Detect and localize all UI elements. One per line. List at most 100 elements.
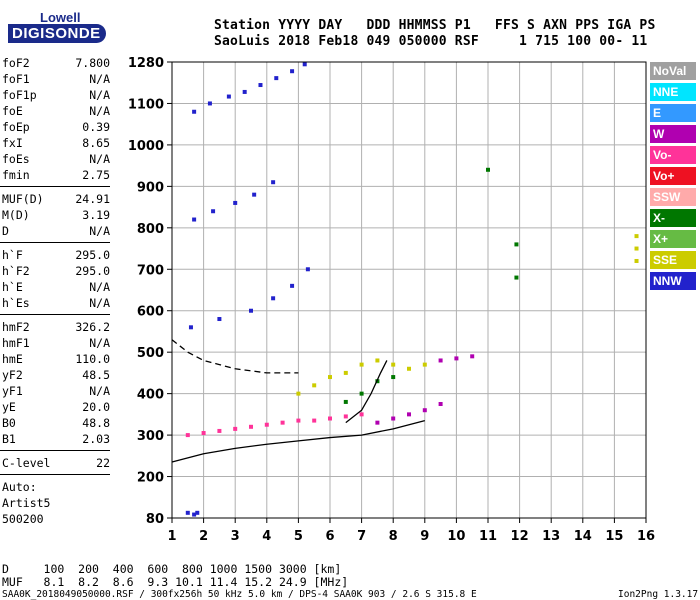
param-row: foEp 0.39 <box>2 120 110 134</box>
param-label: yF1 <box>2 384 23 398</box>
param-label: B0 <box>2 416 16 430</box>
autoscale-code: 500200 <box>2 512 44 526</box>
param-row: fmin 2.75 <box>2 168 110 182</box>
y-tick-label: 900 <box>137 180 164 195</box>
legend-item-sse: SSE <box>650 251 696 269</box>
param-row: h`Es N/A <box>2 296 110 310</box>
param-value: 295.0 <box>75 264 110 278</box>
param-value: 24.91 <box>75 192 110 206</box>
param-label: foF1p <box>2 88 37 102</box>
param-label: hmF2 <box>2 320 30 334</box>
param-value: 2.03 <box>82 432 110 446</box>
data-point <box>422 362 427 367</box>
x-tick-label: 6 <box>325 529 334 544</box>
param-label: foE <box>2 104 23 118</box>
x-tick-label: 2 <box>199 529 208 544</box>
data-point <box>233 426 238 431</box>
param-value: 22 <box>96 456 110 470</box>
param-row: hmE 110.0 <box>2 352 110 366</box>
data-point <box>207 101 212 106</box>
data-point <box>391 375 396 380</box>
data-point <box>634 234 639 239</box>
param-label: yE <box>2 400 16 414</box>
data-point <box>391 362 396 367</box>
param-row: MUF(D) 24.91 <box>2 192 110 206</box>
header-row-1: Station YYYY DAY DDD HHMMSS P1 FFS S AXN… <box>214 18 656 33</box>
param-row: foE N/A <box>2 104 110 118</box>
autoscale-label: Auto: <box>2 480 37 494</box>
param-label: hmF1 <box>2 336 30 350</box>
footer-version: Ion2Png 1.3.17 <box>618 589 699 600</box>
param-value: N/A <box>89 336 110 350</box>
param-value: N/A <box>89 384 110 398</box>
data-point <box>514 242 519 247</box>
param-row: C-level 22 <box>2 456 110 470</box>
data-point <box>271 296 276 301</box>
profile-curve <box>171 419 425 463</box>
data-point <box>296 391 301 396</box>
chart-ticks: 1 2 3 4 5 6 7 8 9 10 11 12 13 14 15 1680200300400500600… <box>128 56 655 544</box>
param-label: B1 <box>2 432 16 446</box>
header-row-2: SaoLuis 2018 Feb18 049 050000 RSF 1 715 … <box>214 34 648 49</box>
data-point <box>375 420 380 425</box>
param-label: fmin <box>2 168 30 182</box>
chart-points <box>185 62 639 517</box>
x-tick-label: 10 <box>447 529 465 544</box>
data-point <box>391 416 396 421</box>
y-tick-label: 600 <box>137 305 164 320</box>
legend-item-vo-minus: Vo- <box>650 146 696 164</box>
data-point <box>343 399 348 404</box>
legend-item-w: W <box>650 125 696 143</box>
param-value: 7.800 <box>75 56 110 70</box>
param-row: B0 48.8 <box>2 416 110 430</box>
param-label: h`Es <box>2 296 30 310</box>
legend-item-noval: NoVal <box>650 62 696 80</box>
param-value: 20.0 <box>82 400 110 414</box>
data-point <box>359 362 364 367</box>
data-point <box>407 366 411 371</box>
param-value: 295.0 <box>75 248 110 262</box>
param-label: D <box>2 224 9 238</box>
data-point <box>201 431 206 436</box>
param-label: foF2 <box>2 56 30 70</box>
data-point <box>242 89 247 94</box>
data-point <box>217 317 222 322</box>
param-row: h`F 295.0 <box>2 248 110 262</box>
param-row: foF1p N/A <box>2 88 110 102</box>
y-tick-label: 400 <box>137 388 164 403</box>
param-label: M(D) <box>2 208 30 222</box>
x-tick-label: 14 <box>574 529 592 544</box>
param-value: 3.19 <box>82 208 110 222</box>
param-value: 48.8 <box>82 416 110 430</box>
param-value: N/A <box>89 72 110 86</box>
param-label: h`F2 <box>2 264 30 278</box>
data-point <box>312 383 317 388</box>
data-point <box>249 308 253 313</box>
data-point <box>249 424 253 429</box>
x-tick-label: 3 <box>231 529 240 544</box>
data-point <box>280 420 285 425</box>
logo-digisonde: DIGISONDE <box>8 24 106 43</box>
data-point <box>438 358 443 363</box>
distance-row: D 100 200 400 600 800 1000 1500 3000 [km… <box>2 562 342 576</box>
logo-lowell: Lowell <box>40 10 81 25</box>
x-tick-label: 1 <box>167 529 176 544</box>
data-point <box>290 69 295 74</box>
plot-frame <box>171 61 647 519</box>
param-label: MUF(D) <box>2 192 44 206</box>
param-value: 48.5 <box>82 368 110 382</box>
profile-curve <box>171 339 299 374</box>
legend-item-e: E <box>650 104 696 122</box>
divider <box>0 314 110 315</box>
param-label: h`F <box>2 248 23 262</box>
param-row: hmF2 326.2 <box>2 320 110 334</box>
param-value: 0.39 <box>82 120 110 134</box>
param-value: 2.75 <box>82 168 110 182</box>
param-value: N/A <box>89 104 110 118</box>
param-row: fxI 8.65 <box>2 136 110 150</box>
x-tick-label: 11 <box>479 529 497 544</box>
param-value: N/A <box>89 296 110 310</box>
autoscale-method: Artist5 <box>2 496 51 510</box>
param-row: h`E N/A <box>2 280 110 294</box>
